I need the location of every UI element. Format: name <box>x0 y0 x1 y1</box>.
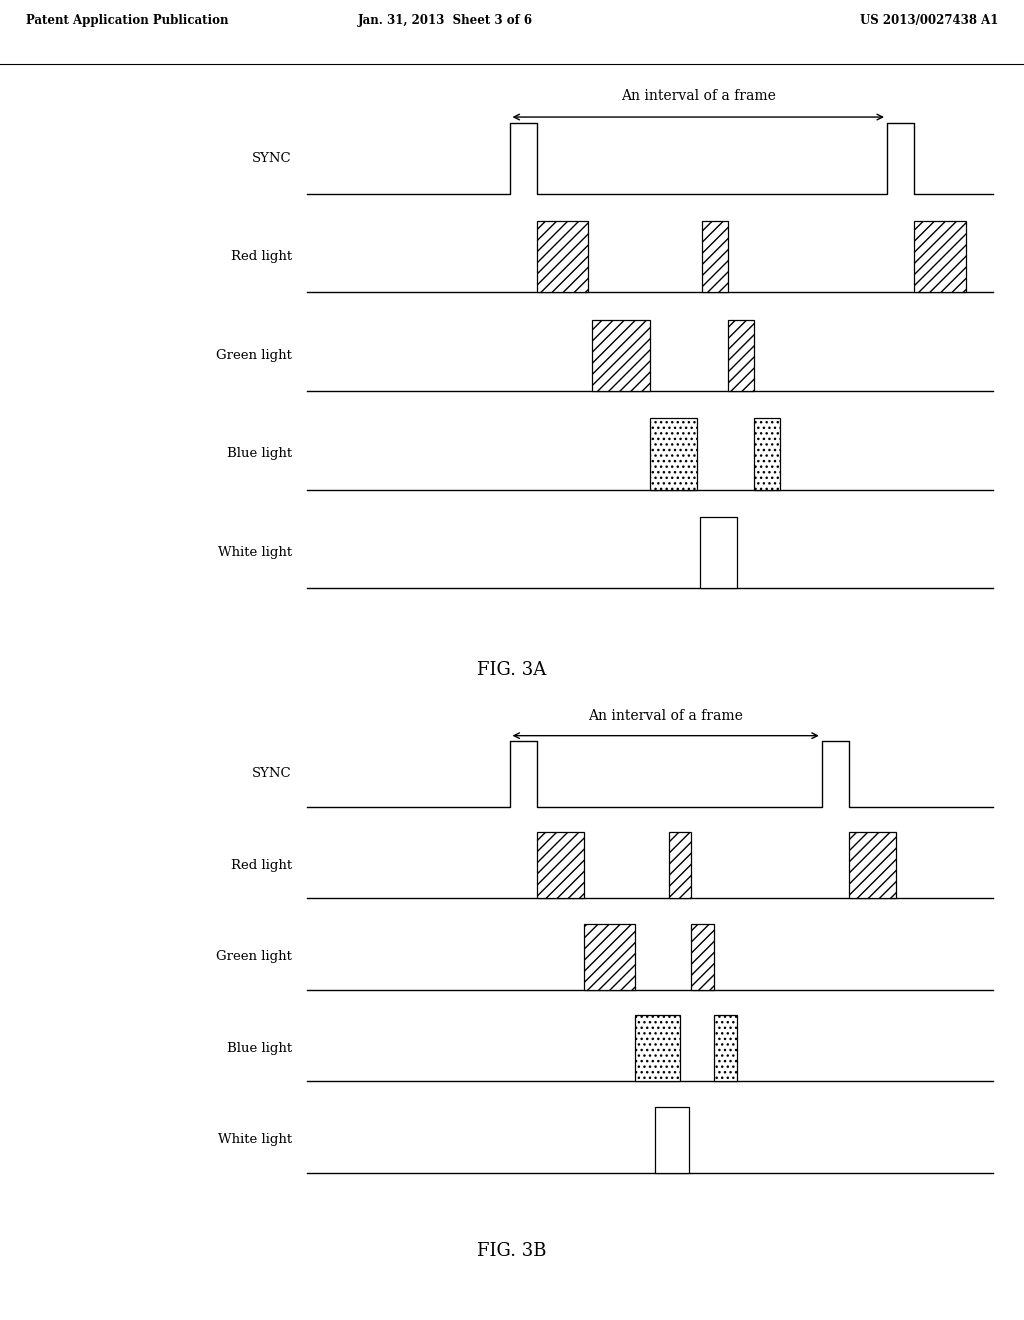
Bar <box>701 222 728 292</box>
Text: An interval of a frame: An interval of a frame <box>588 709 743 723</box>
Text: US 2013/0027438 A1: US 2013/0027438 A1 <box>860 13 998 26</box>
Bar <box>635 1015 680 1081</box>
Text: FIG. 3A: FIG. 3A <box>477 661 547 678</box>
Bar <box>699 517 737 589</box>
Text: SYNC: SYNC <box>252 767 292 780</box>
Text: White light: White light <box>218 546 292 560</box>
Bar <box>655 1106 689 1172</box>
Bar <box>537 222 589 292</box>
Bar <box>650 418 697 490</box>
Text: Jan. 31, 2013  Sheet 3 of 6: Jan. 31, 2013 Sheet 3 of 6 <box>358 13 532 26</box>
Text: Patent Application Publication: Patent Application Publication <box>26 13 228 26</box>
Bar <box>754 418 780 490</box>
Bar <box>584 924 635 990</box>
Text: FIG. 3B: FIG. 3B <box>477 1242 547 1259</box>
Text: Green light: Green light <box>216 348 292 362</box>
Text: An interval of a frame: An interval of a frame <box>621 90 776 103</box>
Bar <box>728 319 754 391</box>
Bar <box>714 1015 736 1081</box>
Text: Green light: Green light <box>216 950 292 964</box>
Text: Blue light: Blue light <box>226 447 292 461</box>
Bar <box>849 832 896 899</box>
Text: Blue light: Blue light <box>226 1041 292 1055</box>
Text: Red light: Red light <box>230 859 292 871</box>
Text: SYNC: SYNC <box>252 152 292 165</box>
Bar <box>537 832 584 899</box>
Bar <box>669 832 691 899</box>
Text: White light: White light <box>218 1133 292 1146</box>
Bar <box>592 319 650 391</box>
Text: Red light: Red light <box>230 251 292 263</box>
Bar <box>914 222 966 292</box>
Bar <box>691 924 714 990</box>
